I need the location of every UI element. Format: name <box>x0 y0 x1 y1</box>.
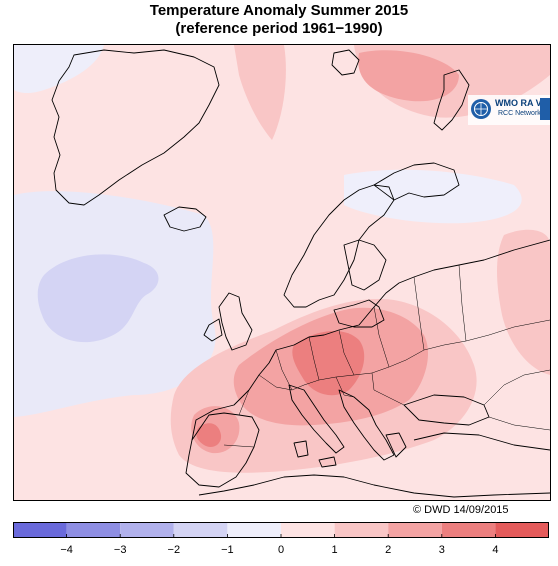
legend-bin-3 <box>173 522 228 538</box>
anomaly-zone-cold-north <box>14 45 104 94</box>
color-legend-ticks: −4 −3 −2 −1 0 1 2 3 4 <box>13 544 549 560</box>
legend-bin-8 <box>441 522 496 538</box>
legend-tick-label-5: 1 <box>331 544 338 556</box>
legend-tick-label-8: 4 <box>492 544 499 556</box>
anomaly-zone-warm-north-atlantic <box>234 45 286 140</box>
legend-bin-2 <box>120 522 174 538</box>
coastline-aegean <box>385 432 407 458</box>
dwd-badge-icon <box>540 98 550 120</box>
map-subtitle: (reference period 1961−1990) <box>175 20 383 37</box>
border-line-9 <box>371 372 405 406</box>
map-title: Temperature Anomaly Summer 2015 <box>149 2 409 19</box>
coastline-balkans <box>338 389 395 461</box>
coastline-sicily <box>318 456 337 468</box>
coastline-italy <box>288 384 345 454</box>
logo-main-text: WMO RA VI <box>495 98 545 108</box>
coastline-greenland <box>51 49 220 206</box>
coastline-scandinavia <box>283 184 395 308</box>
coastline-baltic <box>333 299 385 328</box>
anomaly-shading <box>14 45 550 500</box>
coastline-ireland <box>203 318 223 342</box>
border-line-1 <box>258 319 550 391</box>
legend-tick-label-3: −1 <box>221 544 234 556</box>
legend-bin-1 <box>66 522 121 538</box>
anomaly-zone-cold-core <box>37 254 159 343</box>
coastline-north-europe <box>191 239 550 441</box>
logo-sub-text: RCC Network <box>498 110 541 117</box>
border-line-10 <box>238 389 250 416</box>
wmo-rcc-logo: WMO RA VI RCC Network <box>468 95 550 125</box>
coastline-finland <box>343 239 387 291</box>
legend-tick-label-1: −3 <box>113 544 127 556</box>
legend-bin-5 <box>281 522 335 538</box>
coastline-anatolia <box>413 432 550 451</box>
country-borders <box>223 264 550 448</box>
legend-tick-label-0: −4 <box>60 544 73 556</box>
legend-tick-label-2: −2 <box>167 544 181 556</box>
border-line-2 <box>275 349 293 391</box>
legend-tick-label-7: 3 <box>438 544 445 556</box>
anomaly-zone-warmer-arctic <box>358 50 459 102</box>
coastline-sardinia <box>293 440 309 458</box>
anomaly-map-canvas <box>14 45 550 500</box>
legend-bin-4 <box>227 522 281 538</box>
legend-bin-7 <box>388 522 442 538</box>
border-line-7 <box>458 264 467 342</box>
legend-bin-0 <box>13 522 67 538</box>
coastline-kola <box>373 162 460 201</box>
color-legend-bar <box>13 522 549 538</box>
coastlines <box>51 49 550 498</box>
coastline-svalbard <box>331 49 360 76</box>
anomaly-zone-hot-iberia <box>196 423 222 447</box>
copyright-credit: © DWD 14/09/2015 <box>413 504 509 516</box>
border-line-13 <box>488 416 550 431</box>
coastline-great-britain <box>218 292 253 351</box>
legend-tick-label-6: 2 <box>385 544 392 556</box>
anomaly-zone-hot-alps <box>292 330 365 396</box>
border-line-8 <box>335 376 355 398</box>
legend-bin-9 <box>495 522 549 538</box>
coastline-iberia <box>185 412 260 488</box>
anomaly-map: WMO RA VI RCC Network <box>13 44 551 501</box>
border-line-11 <box>223 444 255 448</box>
border-line-5 <box>373 306 390 368</box>
coastline-north-africa <box>198 474 550 498</box>
wmo-globe-icon <box>471 99 491 119</box>
coastline-novaya-zemlya <box>433 69 470 131</box>
anomaly-zone-warm-russia <box>497 229 550 375</box>
border-line-12 <box>483 369 550 406</box>
coastline-iceland <box>163 206 207 232</box>
border-line-3 <box>308 336 320 381</box>
legend-tick-label-4: 0 <box>277 544 285 556</box>
border-line-4 <box>338 329 355 376</box>
legend-bin-6 <box>334 522 389 538</box>
border-line-6 <box>413 276 425 351</box>
